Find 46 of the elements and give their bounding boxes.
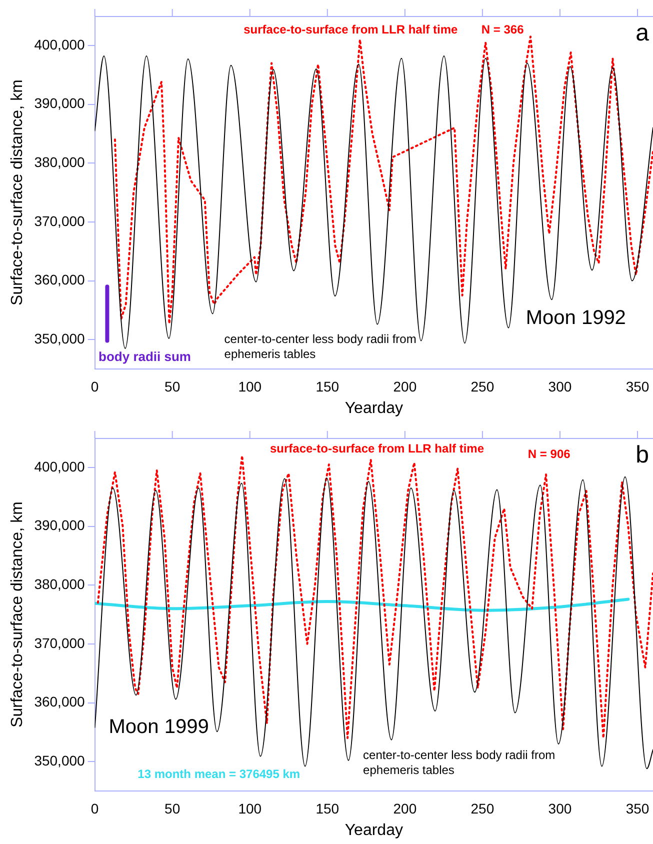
x-tick-label: 350 [626, 800, 650, 816]
x-tick-label: 250 [470, 800, 494, 816]
series-label: body radii sum [98, 348, 191, 364]
x-tick-label: 200 [393, 378, 417, 394]
series-label: surface-to-surface from LLR half time [270, 441, 484, 456]
series-label: surface-to-surface from LLR half time [244, 22, 458, 36]
y-tick-label: 370,000 [34, 634, 86, 651]
text: 13 month mean = 376495 km [138, 766, 300, 781]
annotation: N = 366 [481, 22, 524, 36]
x-axis-title: Yearday [344, 822, 403, 839]
annotation: N = 906 [528, 446, 571, 461]
x-tick-label: 0 [90, 800, 99, 816]
y-axis-title: Surface-to-surface distance, km [9, 80, 26, 306]
y-tick-label: 360,000 [34, 694, 86, 710]
series-label: center-to-center less body radii from ephemeris tables [363, 748, 556, 778]
y-tick-label: 390,000 [34, 517, 86, 534]
x-tick-label: 50 [164, 800, 180, 816]
y-tick-label: 360,000 [34, 272, 86, 288]
line-series [94, 56, 653, 349]
series-label: center-to-center less body radii from ephemeris tables [224, 332, 416, 361]
annotation: Moon 1999 [108, 716, 209, 738]
x-tick-label: 150 [316, 378, 340, 394]
x-tick-label: 350 [626, 378, 650, 394]
x-tick-label: 300 [548, 800, 572, 816]
annotation: Moon 1992 [526, 306, 626, 329]
y-tick-label: 400,000 [34, 458, 86, 474]
x-tick-label: 250 [470, 378, 494, 394]
x-tick-label: 0 [90, 378, 99, 394]
annotation: b [636, 441, 649, 468]
y-tick-label: 400,000 [34, 36, 86, 52]
y-tick-label: 370,000 [34, 212, 86, 229]
x-tick-label: 50 [164, 378, 180, 394]
y-tick-label: 380,000 [34, 576, 86, 592]
y-axis-title: Surface-to-surface distance, km [9, 502, 26, 728]
annotation: a [636, 19, 650, 46]
x-tick-label: 100 [238, 378, 262, 394]
x-tick-label: 200 [393, 800, 417, 816]
x-tick-label: 150 [316, 800, 340, 816]
y-tick-label: 350,000 [34, 330, 86, 346]
y-tick-label: 350,000 [34, 752, 86, 768]
y-tick-label: 380,000 [34, 154, 86, 170]
line-series [94, 598, 630, 612]
x-tick-label: 100 [238, 800, 262, 816]
y-tick-label: 390,000 [34, 95, 86, 112]
x-tick-label: 300 [548, 378, 572, 394]
x-axis-title: Yearday [344, 400, 403, 417]
